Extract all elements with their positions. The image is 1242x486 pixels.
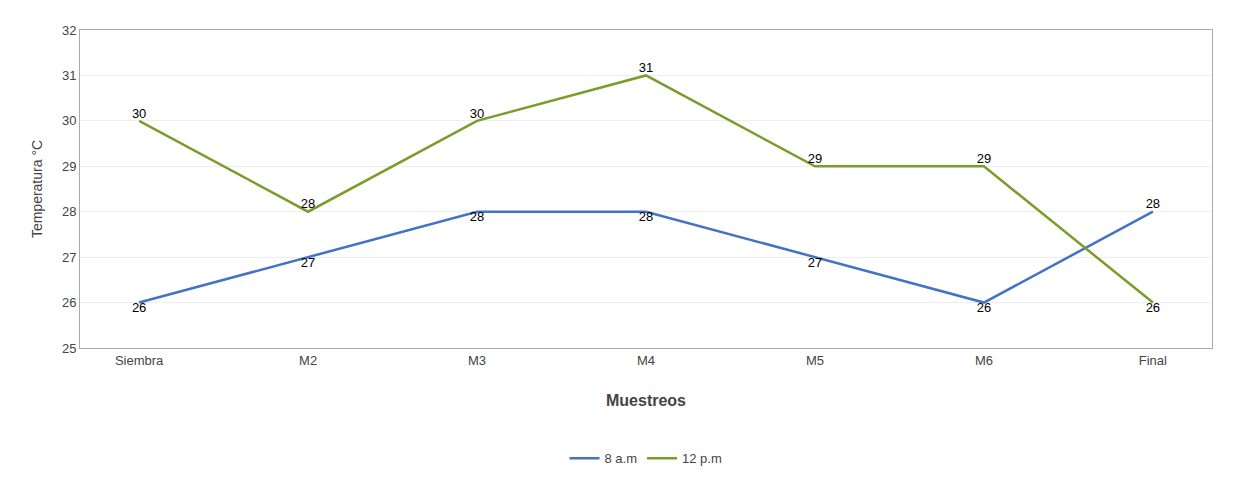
svg-text:29: 29 [62,159,76,174]
svg-text:32: 32 [62,23,76,38]
svg-text:26: 26 [62,295,76,310]
svg-text:31: 31 [62,68,76,83]
svg-text:30: 30 [62,113,76,128]
svg-text:27: 27 [808,255,822,270]
svg-text:Siembra: Siembra [115,353,164,368]
svg-text:25: 25 [62,341,76,356]
svg-text:26: 26 [1146,300,1160,315]
svg-text:29: 29 [977,151,991,166]
svg-text:27: 27 [301,255,315,270]
svg-text:26: 26 [977,300,991,315]
svg-text:M3: M3 [468,353,486,368]
svg-text:Muestreos: Muestreos [606,392,686,409]
svg-text:27: 27 [62,250,76,265]
svg-text:M4: M4 [637,353,655,368]
svg-text:28: 28 [301,196,315,211]
svg-text:31: 31 [639,60,653,75]
svg-text:M5: M5 [806,353,824,368]
svg-text:28: 28 [639,209,653,224]
svg-text:30: 30 [132,106,146,121]
svg-text:M2: M2 [299,353,317,368]
svg-text:8 a.m: 8 a.m [605,451,638,466]
svg-text:Temperatura °C: Temperatura °C [29,140,45,238]
svg-text:30: 30 [470,106,484,121]
svg-text:28: 28 [62,204,76,219]
svg-text:M6: M6 [975,353,993,368]
svg-text:12 p.m: 12 p.m [682,451,722,466]
svg-text:28: 28 [1146,196,1160,211]
svg-text:28: 28 [470,209,484,224]
svg-text:Final: Final [1139,353,1167,368]
svg-text:26: 26 [132,300,146,315]
svg-text:29: 29 [808,151,822,166]
